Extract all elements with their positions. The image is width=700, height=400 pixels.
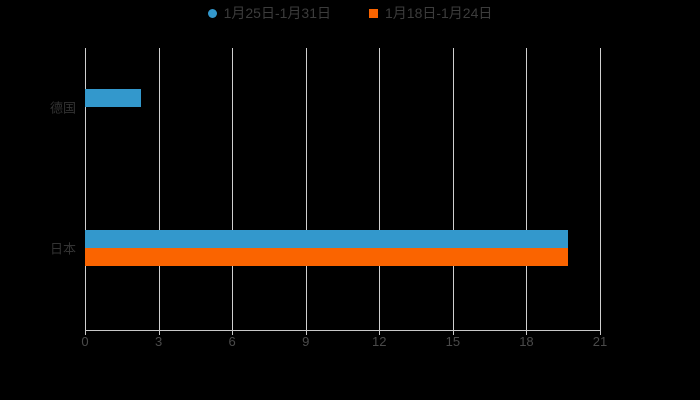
legend-label-series-1: 1月25日-1月31日 [223, 5, 331, 21]
gridline-x-0 [85, 48, 86, 330]
bar-1-series-1[interactable] [85, 247, 569, 266]
gridline-x-12 [379, 48, 381, 330]
x-tick-mark-12 [379, 330, 381, 335]
chart-legend: 1月25日-1月31日 1月18日-1月24日 [0, 6, 700, 20]
y-category-label-1: 日本 [49, 241, 76, 256]
x-tick-mark-6 [232, 330, 234, 335]
y-category-label-0: 德国 [49, 100, 76, 115]
x-tick-label-18: 18 [519, 334, 534, 349]
plot-area [85, 48, 601, 330]
x-tick-label-6: 6 [228, 334, 236, 349]
legend-square-marker-icon [369, 8, 378, 18]
x-tick-mark-18 [526, 330, 528, 335]
x-tick-label-15: 15 [445, 334, 461, 349]
gridline-x-3 [158, 48, 160, 330]
x-tick-label-12: 12 [372, 334, 387, 349]
x-tick-mark-9 [305, 330, 307, 335]
bar-0-series-0[interactable] [85, 88, 142, 107]
legend-item-series-1[interactable]: 1月25日-1月31日 [207, 5, 331, 21]
gridline-x-9 [305, 48, 307, 330]
gridline-x-15 [452, 48, 454, 330]
x-axis-line [85, 330, 601, 331]
x-tick-label-3: 3 [154, 334, 163, 349]
x-tick-mark-3 [158, 330, 160, 335]
x-tick-mark-15 [452, 330, 454, 335]
gridline-x-21 [600, 48, 601, 330]
bar-1-series-0[interactable] [85, 229, 569, 248]
x-tick-label-9: 9 [302, 334, 310, 349]
x-tick-label-21: 21 [592, 334, 608, 349]
x-tick-mark-0 [85, 330, 86, 335]
x-tick-label-0: 0 [81, 334, 89, 349]
legend-circle-marker-icon [207, 8, 217, 18]
x-tick-mark-21 [600, 330, 601, 335]
legend-item-series-2[interactable]: 1月18日-1月24日 [369, 6, 492, 20]
gridline-x-18 [526, 48, 528, 330]
gridline-x-6 [232, 48, 234, 330]
legend-label-series-2: 1月18日-1月24日 [385, 5, 493, 21]
